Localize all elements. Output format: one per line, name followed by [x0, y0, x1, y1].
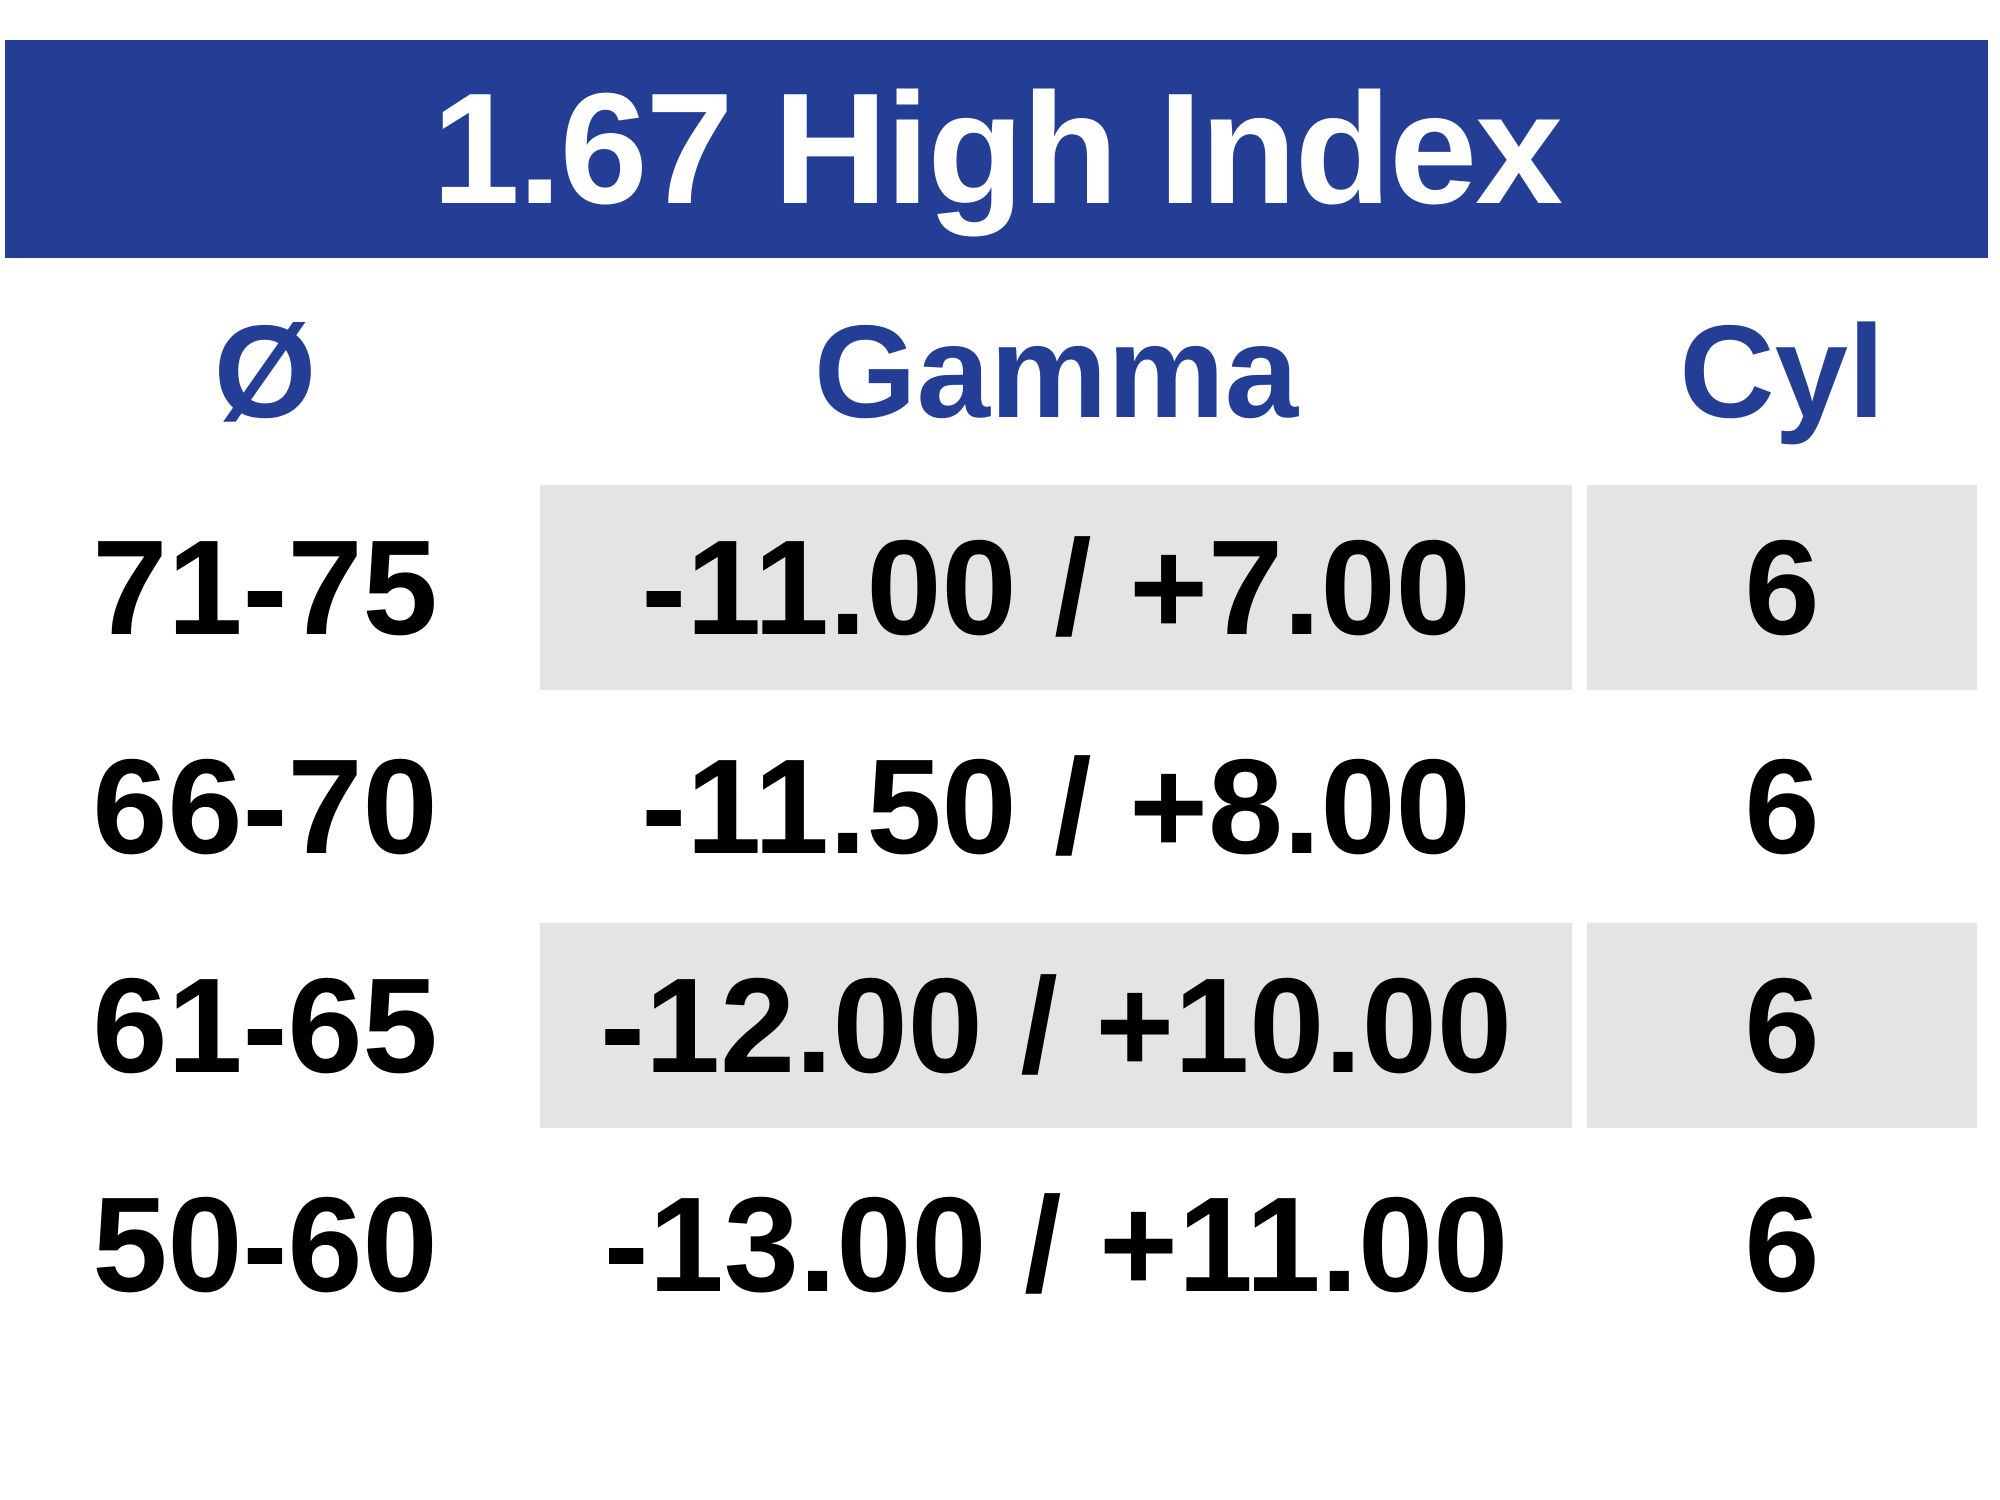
- cyl-cell: 6: [1587, 704, 1977, 909]
- gamma-value: -11.50 / +8.00: [641, 731, 1471, 882]
- cyl-value: 6: [1744, 1169, 1820, 1320]
- table-row: 50-60 -13.00 / +11.00 6: [0, 1142, 2000, 1361]
- cyl-value: 6: [1744, 950, 1820, 1101]
- gamma-value: -13.00 / +11.00: [603, 1169, 1509, 1320]
- column-header-gamma-label: Gamma: [813, 298, 1299, 445]
- cyl-cell: 6: [1587, 1142, 1977, 1347]
- gamma-cell: -13.00 / +11.00: [540, 1142, 1572, 1347]
- table-row: 71-75 -11.00 / +7.00 6: [0, 485, 2000, 704]
- gamma-cell: -11.50 / +8.00: [540, 704, 1572, 909]
- diameter-cell: 66-70: [65, 704, 465, 909]
- column-header-row: Ø Gamma Cyl: [0, 258, 2000, 485]
- column-header-cyl-label: Cyl: [1679, 298, 1885, 445]
- diameter-cell: 61-65: [65, 923, 465, 1128]
- cyl-cell: 6: [1587, 485, 1977, 690]
- gamma-cell: -12.00 / +10.00: [540, 923, 1572, 1128]
- cyl-cell: 6: [1587, 923, 1977, 1128]
- table-row: 61-65 -12.00 / +10.00 6: [0, 923, 2000, 1142]
- gamma-value: -12.00 / +10.00: [600, 950, 1512, 1101]
- diameter-value: 66-70: [92, 731, 438, 882]
- diameter-cell: 71-75: [65, 485, 465, 690]
- diameter-cell: 50-60: [65, 1142, 465, 1347]
- diameter-value: 50-60: [92, 1169, 438, 1320]
- cyl-value: 6: [1744, 512, 1820, 663]
- gamma-cell: -11.00 / +7.00: [540, 485, 1572, 690]
- table-title: 1.67 High Index: [431, 60, 1563, 237]
- column-header-diameter: Ø: [65, 258, 465, 485]
- table-row: 66-70 -11.50 / +8.00 6: [0, 704, 2000, 923]
- gamma-value: -11.00 / +7.00: [641, 512, 1471, 663]
- column-header-cyl: Cyl: [1587, 258, 1977, 485]
- cyl-value: 6: [1744, 731, 1820, 882]
- diameter-value: 71-75: [92, 512, 438, 663]
- diameter-symbol: Ø: [213, 298, 317, 445]
- table-title-banner: 1.67 High Index: [5, 40, 1988, 258]
- diameter-value: 61-65: [92, 950, 438, 1101]
- column-header-gamma: Gamma: [540, 258, 1572, 485]
